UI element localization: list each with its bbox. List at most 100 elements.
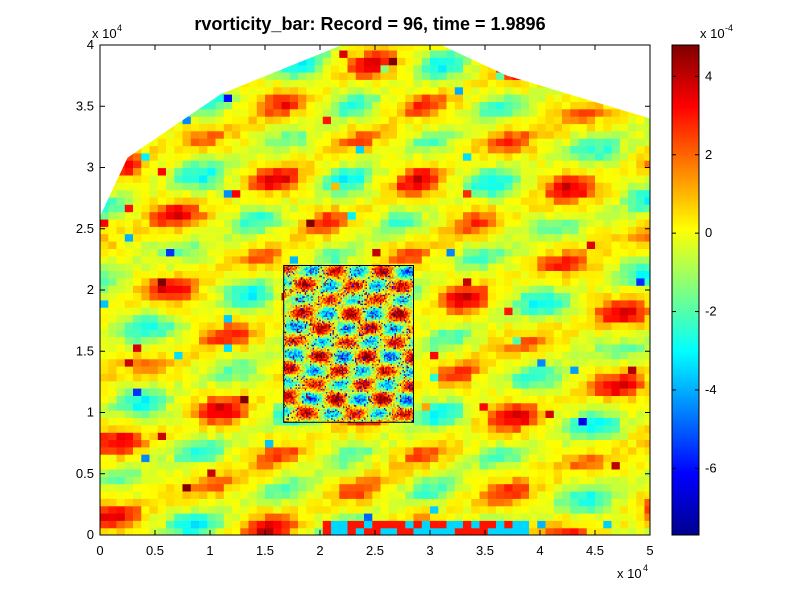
field-cell xyxy=(223,130,233,139)
field-cell xyxy=(232,380,241,389)
inset-cell xyxy=(287,398,290,401)
field-cell xyxy=(405,145,415,154)
field-cell xyxy=(397,211,406,220)
field-cell xyxy=(306,226,316,235)
field-cell xyxy=(388,432,398,440)
field-cell xyxy=(116,351,126,360)
field-cell xyxy=(644,373,650,382)
field-cell xyxy=(479,292,489,301)
field-cell xyxy=(545,343,555,352)
field-cell xyxy=(108,520,118,529)
field-cell xyxy=(232,527,241,535)
field-cell xyxy=(116,277,126,286)
field-cell xyxy=(166,336,175,345)
field-cell xyxy=(240,263,250,271)
inset-cell xyxy=(287,272,290,275)
field-cell xyxy=(256,388,266,396)
field-cell xyxy=(520,336,530,345)
field-cell xyxy=(223,351,233,360)
field-cell xyxy=(397,138,406,147)
inset-cell xyxy=(289,325,291,328)
field-cell xyxy=(116,454,126,463)
field-cell xyxy=(595,461,604,470)
field-cell xyxy=(520,476,530,485)
field-cell xyxy=(199,432,208,440)
field-cell xyxy=(355,432,365,440)
field-cell xyxy=(644,321,650,330)
field-cell xyxy=(339,72,349,80)
field-cell xyxy=(331,439,340,448)
field-cell xyxy=(496,439,505,448)
field-cell xyxy=(562,167,571,176)
field-cell xyxy=(215,167,225,176)
field-cell xyxy=(248,116,258,125)
field-cell xyxy=(141,189,151,198)
field-cell xyxy=(520,527,530,535)
field-cell xyxy=(537,329,547,338)
inset-cell xyxy=(286,331,288,334)
field-cell xyxy=(520,196,530,205)
field-cell xyxy=(149,410,159,418)
field-cell xyxy=(265,388,274,396)
field-cell xyxy=(603,145,613,154)
field-cell xyxy=(232,490,241,499)
inset-cell xyxy=(283,353,286,356)
field-cell xyxy=(207,351,217,360)
field-cell xyxy=(265,417,274,426)
field-cell xyxy=(232,86,241,95)
field-cell xyxy=(355,196,365,205)
field-cell xyxy=(273,483,283,492)
field-cell xyxy=(586,358,596,367)
field-cell xyxy=(545,211,555,220)
field-cell xyxy=(141,366,151,374)
field-cell xyxy=(619,123,629,132)
field-cell xyxy=(331,211,340,220)
inset-cell xyxy=(286,382,288,385)
field-cell xyxy=(364,204,373,213)
field-cell xyxy=(215,366,225,374)
field-cell xyxy=(372,160,382,169)
inset-cell xyxy=(285,395,287,398)
field-cell xyxy=(372,454,382,463)
field-cell xyxy=(512,160,522,169)
field-cell xyxy=(207,395,217,404)
field-cell xyxy=(619,439,629,448)
field-cell xyxy=(479,152,489,161)
field-cell xyxy=(289,160,299,169)
field-cell xyxy=(124,314,134,323)
field-cell xyxy=(537,373,547,382)
field-cell xyxy=(628,277,637,286)
field-cell xyxy=(322,483,332,492)
field-cell xyxy=(273,292,283,301)
field-cell xyxy=(644,461,650,470)
field-cell xyxy=(166,204,175,213)
field-cell xyxy=(586,373,596,382)
field-cell xyxy=(562,145,571,154)
inset-cell xyxy=(283,331,286,334)
field-cell xyxy=(644,476,650,485)
field-cell xyxy=(322,86,332,95)
field-cell xyxy=(124,233,134,242)
field-cell xyxy=(157,270,167,279)
field-cell xyxy=(628,314,637,323)
inset-cell xyxy=(289,400,291,403)
field-cell xyxy=(339,64,349,73)
field-cell xyxy=(413,366,423,374)
field-cell xyxy=(190,432,200,440)
field-cell xyxy=(116,241,126,249)
field-cell xyxy=(603,424,613,433)
field-cell xyxy=(314,218,324,227)
inset-cell xyxy=(286,316,288,319)
field-cell xyxy=(388,123,398,132)
field-cell xyxy=(100,402,109,411)
field-cell xyxy=(232,388,241,396)
field-cell xyxy=(207,388,217,396)
field-cell xyxy=(190,299,200,308)
field-cell xyxy=(190,130,200,139)
field-cell xyxy=(471,160,481,169)
field-cell xyxy=(562,483,571,492)
field-cell xyxy=(149,277,159,286)
field-cell xyxy=(281,439,291,448)
field-cell xyxy=(322,160,332,169)
field-cell xyxy=(438,218,448,227)
